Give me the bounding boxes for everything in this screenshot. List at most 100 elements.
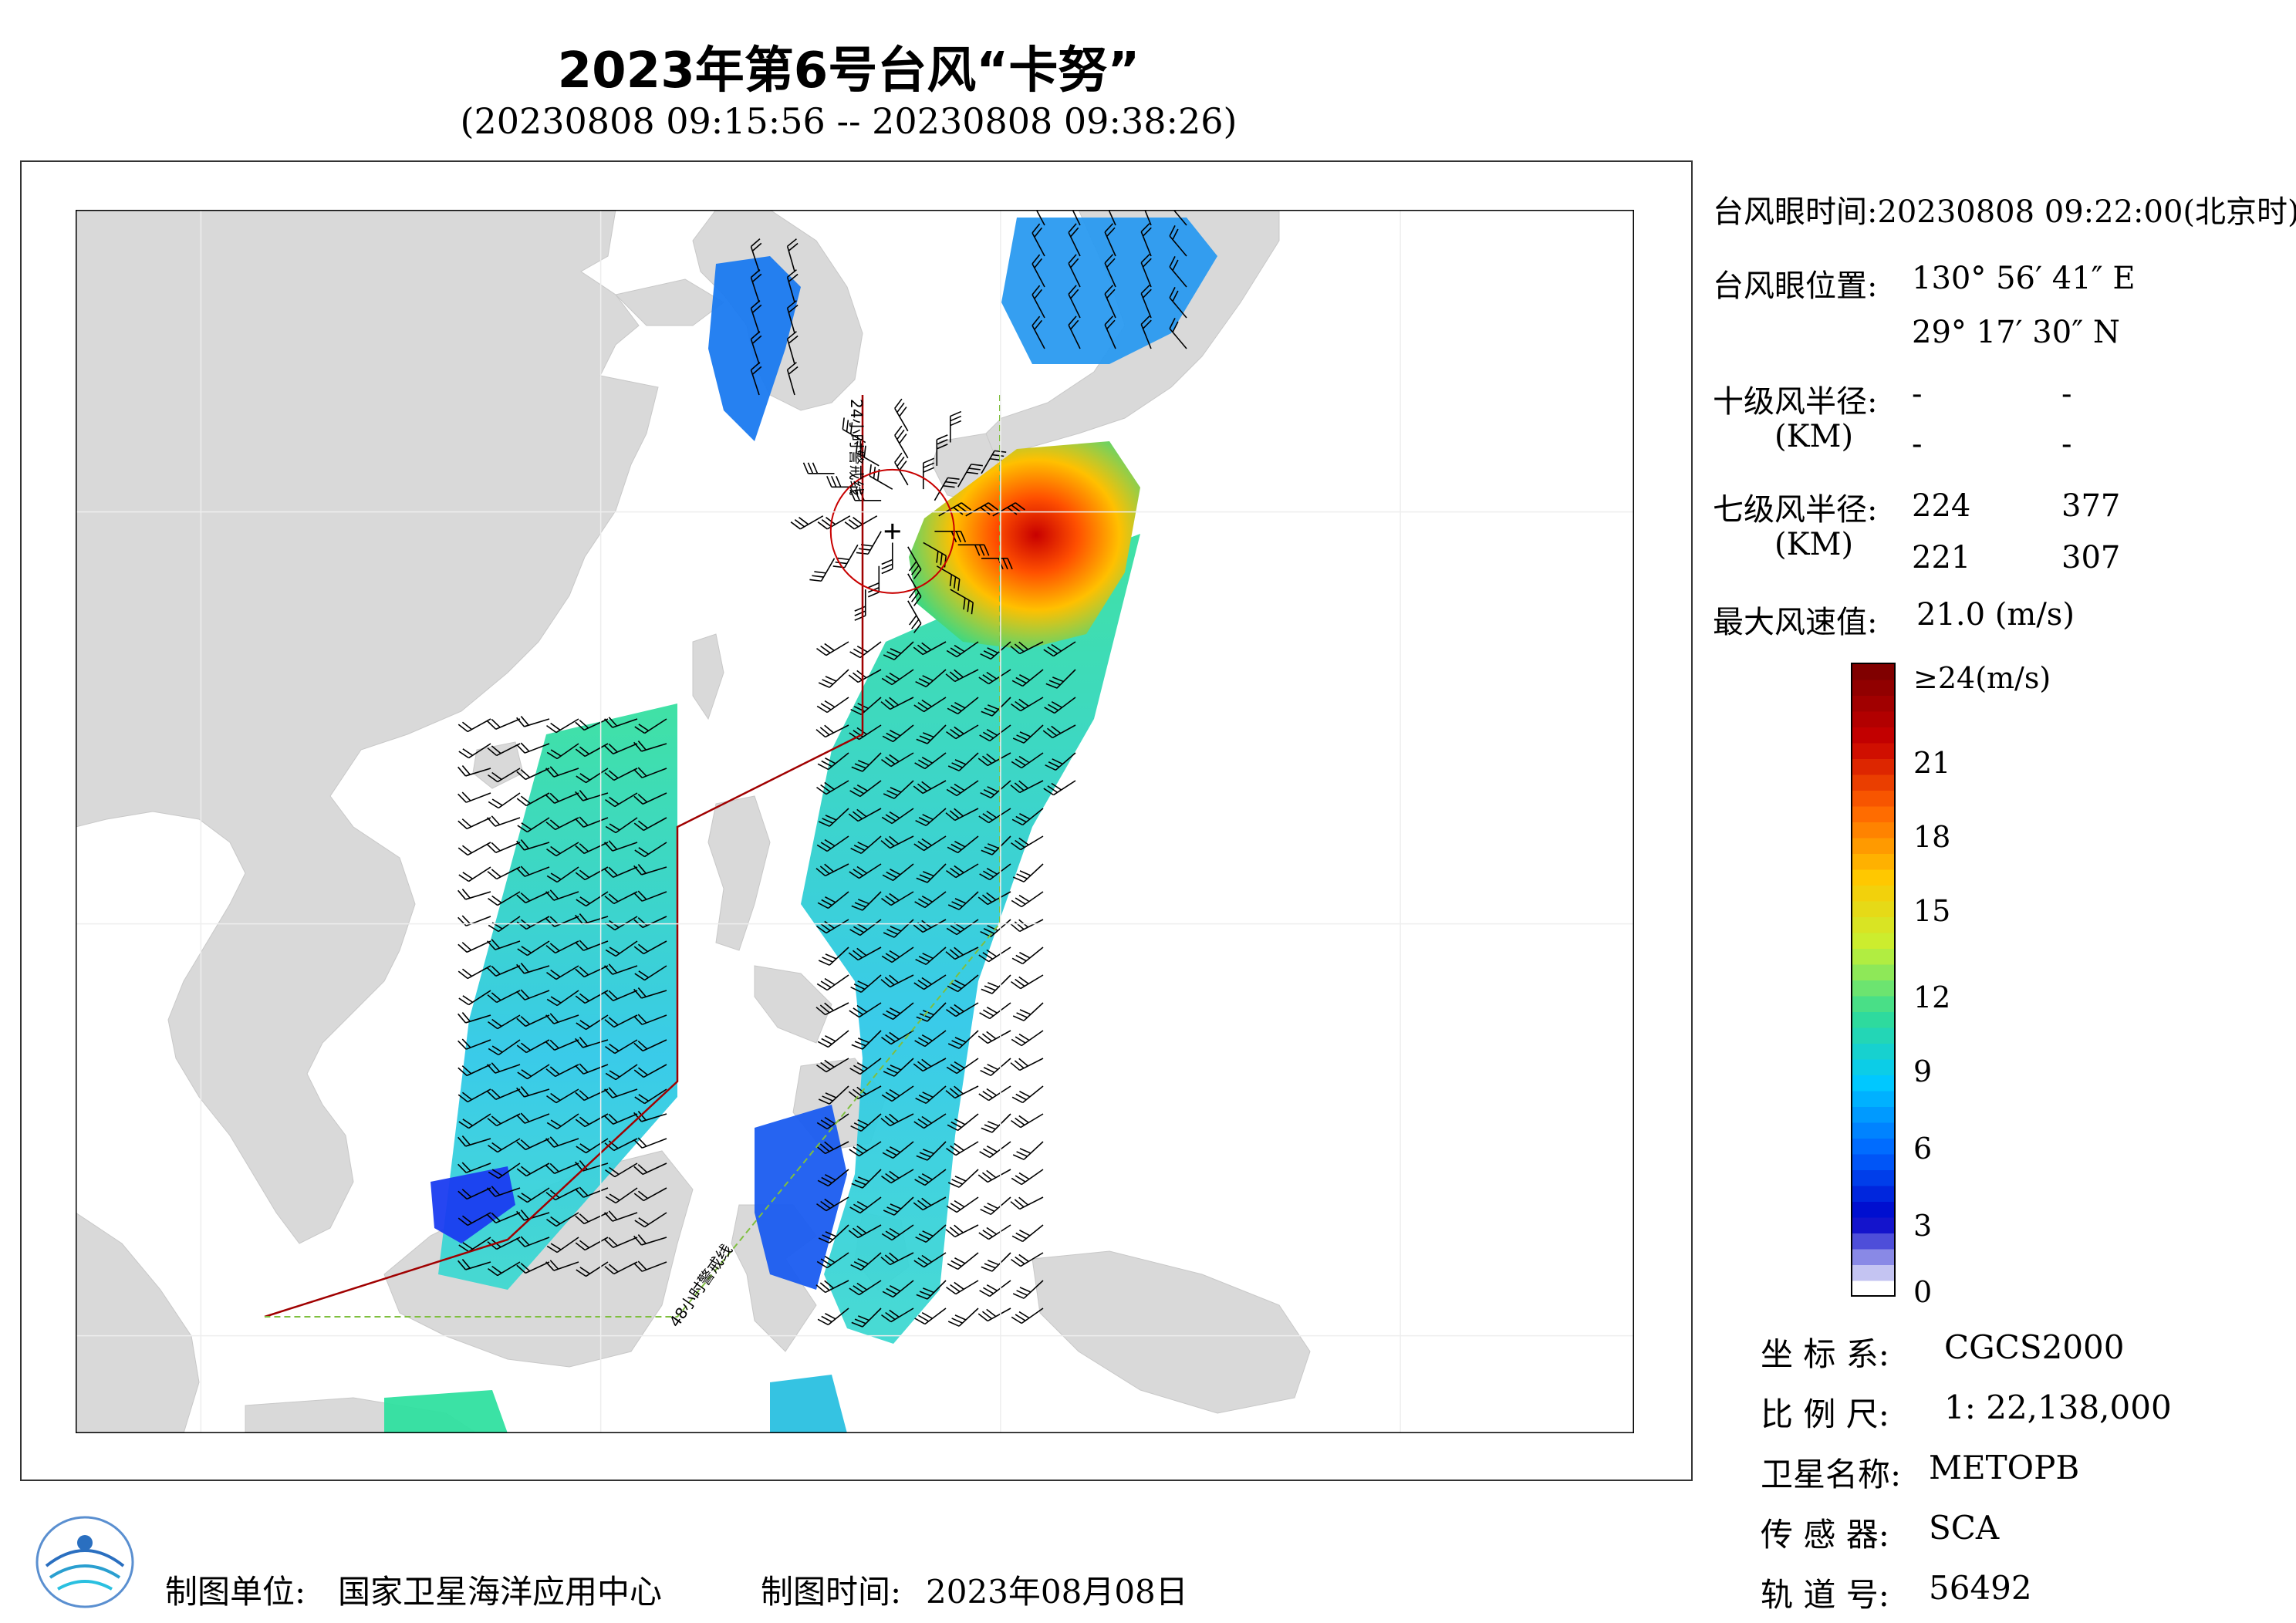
wind-barb [915, 1085, 947, 1105]
wind-barb [604, 1138, 638, 1152]
wind-barb [1011, 974, 1044, 990]
wind-barb [458, 889, 491, 900]
wind-barb [848, 1224, 882, 1239]
wind-barb [849, 1002, 882, 1018]
wind-barb [604, 743, 638, 755]
wind-barb [1140, 210, 1152, 226]
wind-barb [914, 1030, 947, 1048]
r10-value-se: - [2061, 376, 2072, 412]
colorbar-swatch [1852, 837, 1895, 854]
colorbar-swatch [1852, 1090, 1895, 1107]
wind-barb [1032, 254, 1045, 288]
wind-barb [605, 817, 638, 834]
wind-barb [1044, 697, 1076, 714]
colorbar-swatch [1852, 805, 1895, 822]
wind-barb [487, 1212, 521, 1224]
wind-barb [1169, 317, 1187, 349]
wind-barb [487, 1186, 521, 1197]
wind-barb [605, 1064, 638, 1081]
wind-barb [978, 1085, 1011, 1102]
wind-barb [516, 742, 550, 754]
wind-barb [816, 697, 849, 714]
wind-barb [913, 1113, 947, 1129]
wind-barb [516, 768, 550, 781]
wind-barb [1045, 752, 1076, 771]
r7-value-ne: 224 [1912, 488, 1971, 524]
colorbar-swatch [1852, 1216, 1895, 1233]
wind-barb [1169, 210, 1187, 226]
wind-barb [458, 1064, 491, 1077]
wind-barb [576, 1138, 609, 1154]
wind-barb [815, 1002, 849, 1016]
wind-barb [458, 965, 491, 980]
wind-barb [883, 1196, 914, 1216]
wind-barb [947, 891, 979, 910]
wind-barb [1011, 1308, 1044, 1324]
wind-barb [849, 780, 882, 798]
wind-barb [487, 1088, 521, 1101]
wind-barb [575, 1063, 609, 1075]
wind-barb [575, 1037, 609, 1048]
wind-barb [869, 464, 893, 490]
wind-barb [605, 940, 638, 957]
wind-barb [487, 1062, 521, 1074]
wind-barb [633, 1137, 667, 1149]
wind-barb [851, 1169, 882, 1189]
wind-barb [633, 1260, 667, 1272]
wind-barb [458, 990, 491, 1006]
wind-barb [516, 1162, 550, 1177]
colorbar-swatch [1852, 679, 1895, 696]
warning-line-24h [264, 395, 864, 1318]
colorbar-swatch [1852, 774, 1895, 791]
scale-label: 比 例 尺: [1761, 1395, 1889, 1433]
colorbar-swatch [1852, 1138, 1895, 1155]
wind-barb [458, 1162, 491, 1173]
colorbar-swatch [1852, 710, 1895, 727]
wind-barb [633, 987, 667, 999]
wind-barb [945, 808, 979, 822]
wind-barb [818, 808, 849, 827]
wind-barb [604, 963, 638, 975]
wind-barb [633, 741, 667, 752]
wind-barb [576, 891, 609, 907]
wind-barb [1042, 724, 1076, 739]
wind-barb [915, 669, 947, 688]
wind-barb [487, 965, 521, 977]
wind-barb [458, 817, 491, 830]
land-taiwan [692, 633, 724, 720]
wind-barb [1140, 285, 1152, 319]
typhoon-eye-icon [884, 523, 900, 539]
wind-barb [881, 1308, 914, 1323]
wind-barb [882, 1002, 914, 1021]
wind-barb [545, 817, 579, 831]
wind-barb [545, 1064, 579, 1078]
wind-barb [934, 477, 960, 501]
colorbar-swatch [1852, 1264, 1895, 1281]
wind-barb [1011, 1113, 1044, 1129]
colorbar-swatch [1852, 900, 1895, 917]
wind-barb [946, 780, 979, 797]
wind-barb [816, 1058, 849, 1073]
wind-barb [914, 891, 947, 909]
r10-label: 十级风半径: [1713, 384, 1878, 420]
colorbar-label: 3 [1913, 1209, 1932, 1243]
wind-barb [818, 1085, 849, 1105]
colorbar-label: 12 [1913, 980, 1950, 1014]
wind-barb [849, 1058, 882, 1075]
wind-barb [880, 1252, 914, 1266]
wind-barb [546, 1088, 579, 1104]
wind-barb [488, 768, 521, 783]
swath-bottom [770, 1375, 847, 1433]
eye-lat: 29° 17′ 30″ N [1912, 315, 2120, 350]
wind-barb [1011, 808, 1044, 826]
wind-barb [1140, 254, 1152, 288]
wind-barb [1011, 669, 1044, 687]
wind-barb [816, 1196, 849, 1212]
swath-bottom-left [384, 1390, 508, 1433]
wind-barb [1068, 223, 1081, 257]
wind-barb [977, 1030, 1011, 1044]
colorbar-labels: ≥24(m/s) 21 18 15 12 9 6 3 0 [1913, 661, 2051, 1309]
wind-barb [907, 573, 922, 606]
wind-barb [458, 1212, 491, 1227]
wind-barb [604, 1237, 638, 1249]
